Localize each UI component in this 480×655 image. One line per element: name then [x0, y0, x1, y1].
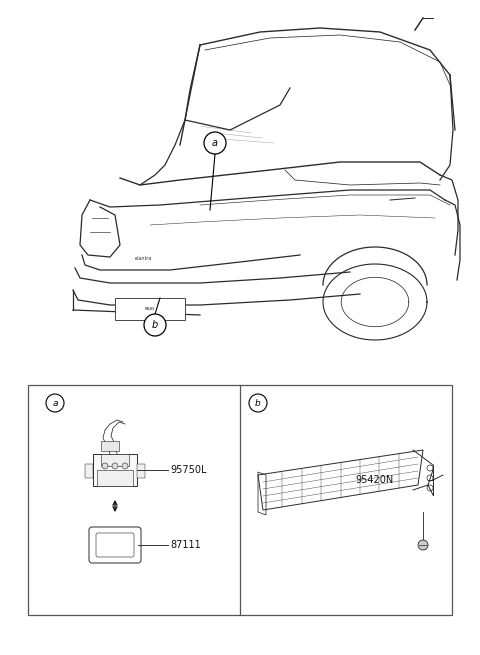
- Text: b: b: [152, 320, 158, 330]
- Text: 95420N: 95420N: [355, 475, 393, 485]
- Circle shape: [112, 463, 118, 469]
- Text: euo: euo: [145, 307, 155, 312]
- Bar: [28, 385, 452, 615]
- Bar: [101, 454, 129, 466]
- Circle shape: [418, 540, 428, 550]
- Bar: [85, 464, 93, 478]
- FancyBboxPatch shape: [96, 533, 134, 557]
- Text: a: a: [52, 398, 58, 407]
- Text: b: b: [255, 398, 261, 407]
- Circle shape: [204, 132, 226, 154]
- Circle shape: [144, 314, 166, 336]
- Circle shape: [122, 463, 128, 469]
- Bar: [93, 454, 137, 486]
- FancyBboxPatch shape: [89, 527, 141, 563]
- Text: 95750L: 95750L: [170, 465, 206, 475]
- Bar: [115, 298, 185, 320]
- Text: a: a: [212, 138, 218, 148]
- Circle shape: [46, 394, 64, 412]
- Circle shape: [249, 394, 267, 412]
- Text: elantra: elantra: [134, 255, 152, 261]
- Bar: [137, 464, 145, 478]
- Circle shape: [102, 463, 108, 469]
- Bar: [101, 441, 119, 451]
- Text: 87111: 87111: [170, 540, 201, 550]
- Bar: [97, 470, 133, 486]
